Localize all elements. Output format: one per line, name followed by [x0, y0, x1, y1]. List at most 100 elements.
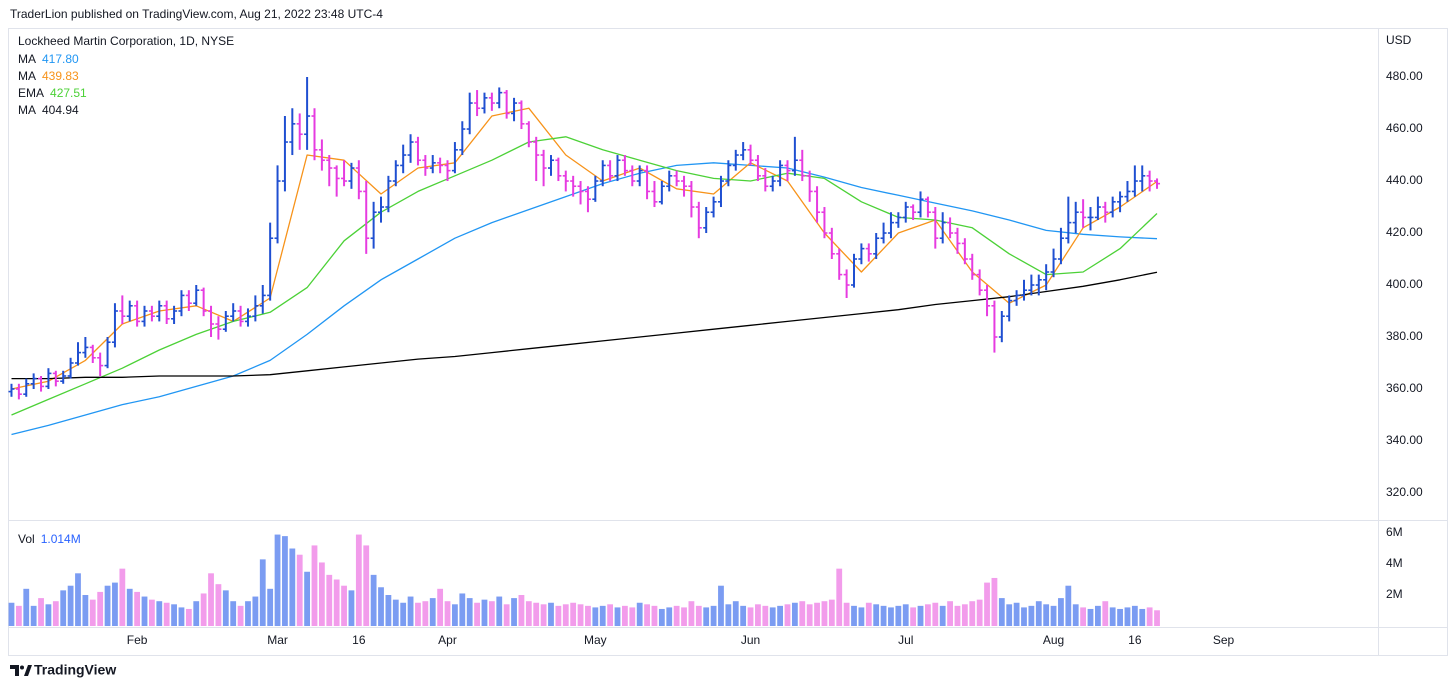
- ohlc-bar: [318, 139, 325, 171]
- ohlc-bar: [422, 155, 429, 176]
- volume-bar: [540, 604, 547, 626]
- ohlc-bar: [976, 269, 983, 296]
- ohlc-bar: [1124, 181, 1131, 202]
- ohlc-bar: [259, 285, 266, 314]
- volume-bar: [466, 598, 473, 626]
- ohlc-bar: [289, 108, 296, 156]
- volume-bar: [1094, 605, 1101, 626]
- ohlc-bar: [577, 181, 584, 205]
- ohlc-bar: [267, 222, 274, 301]
- volume-bar: [799, 601, 806, 626]
- ohlc-bar: [555, 157, 562, 182]
- volume-bar: [437, 588, 444, 626]
- volume-bar: [1124, 607, 1131, 626]
- ohlc-bar: [378, 196, 385, 223]
- volume-bar: [104, 585, 111, 626]
- ohlc-bar: [740, 142, 747, 161]
- volume-bar: [1065, 585, 1072, 626]
- volume-bar: [1072, 604, 1079, 626]
- volume-bar: [636, 602, 643, 626]
- volume-bar: [836, 568, 843, 626]
- x-tick-label: Feb: [127, 633, 148, 647]
- volume-bar: [378, 587, 384, 626]
- volume-bar: [503, 604, 510, 626]
- ohlc-bar: [1013, 290, 1020, 306]
- volume-bar: [888, 607, 894, 626]
- volume-bar: [976, 599, 983, 626]
- volume-bar: [1035, 601, 1042, 626]
- ohlc-bar: [178, 290, 185, 317]
- ohlc-bar: [503, 90, 510, 119]
- ohlc-bar: [1139, 165, 1146, 192]
- volume-bar: [370, 574, 377, 626]
- volume-bar: [1058, 598, 1064, 626]
- currency-label: USD: [1386, 33, 1412, 47]
- ohlc-bar: [230, 303, 237, 322]
- volume-bar: [348, 590, 355, 626]
- legend-name: MA: [18, 52, 36, 66]
- volume-bar: [119, 568, 126, 626]
- volume-bar: [193, 601, 200, 626]
- ohlc-bar: [474, 90, 481, 117]
- ohlc-bar: [126, 300, 133, 322]
- ohlc-bar: [695, 201, 702, 239]
- volume-bar: [444, 601, 451, 626]
- ohlc-bar: [865, 243, 872, 262]
- ohlc-bar: [429, 155, 436, 174]
- ohlc-bar: [392, 160, 399, 187]
- ohlc-bar: [961, 238, 968, 265]
- ohlc-bar: [717, 175, 724, 208]
- volume-bar: [363, 545, 370, 626]
- x-tick-label: Jul: [898, 633, 913, 647]
- volume-bar: [200, 593, 207, 626]
- ohlc-bar: [614, 155, 621, 182]
- ohlc-bar: [880, 222, 887, 244]
- volume-bar: [910, 607, 917, 626]
- ohlc-bar: [592, 175, 599, 202]
- x-tick-label: Mar: [267, 633, 288, 647]
- volume-bar: [82, 595, 89, 626]
- volume-bar: [1050, 605, 1057, 626]
- legend-name: MA: [18, 103, 36, 117]
- volume-bar: [237, 605, 244, 626]
- volume-bar: [1043, 604, 1050, 626]
- volume-bar: [644, 604, 650, 626]
- volume-bar: [30, 605, 37, 626]
- volume-bar: [459, 593, 466, 626]
- volume-bar: [607, 604, 614, 626]
- volume-bar: [355, 534, 362, 626]
- brand-name: TradingView: [34, 662, 116, 678]
- volume-bar: [562, 604, 569, 626]
- volume-bar: [15, 605, 22, 626]
- ohlc-bar: [607, 160, 614, 182]
- volume-bar: [703, 607, 710, 626]
- volume-bar: [304, 571, 311, 626]
- volume-bar: [1013, 602, 1020, 626]
- legend-entry: MA 417.80: [18, 52, 79, 66]
- volume-bar: [38, 598, 44, 626]
- volume-bar: [488, 601, 495, 626]
- volume-bar: [533, 602, 540, 626]
- price-bars: [8, 77, 1161, 400]
- x-tick-label: 16: [1128, 633, 1142, 647]
- ohlc-bar: [45, 368, 52, 389]
- volume-bar: [740, 605, 747, 626]
- volume-bar: [1109, 607, 1116, 626]
- volume-bar: [112, 582, 118, 626]
- volume-bar: [658, 608, 665, 626]
- volume-bar: [969, 601, 976, 626]
- ohlc-bar: [917, 191, 924, 218]
- ohlc-bar: [400, 144, 407, 174]
- volume-bar: [1006, 604, 1013, 626]
- volume-bar: [732, 601, 739, 626]
- ohlc-bar: [89, 344, 96, 363]
- volume-bar: [681, 607, 687, 626]
- ohlc-bar: [163, 300, 170, 324]
- volume-bar: [843, 602, 850, 626]
- volume-bar: [880, 605, 887, 626]
- ohlc-bar: [821, 207, 828, 239]
- volume-bar: [252, 596, 259, 626]
- ohlc-bar: [658, 181, 665, 205]
